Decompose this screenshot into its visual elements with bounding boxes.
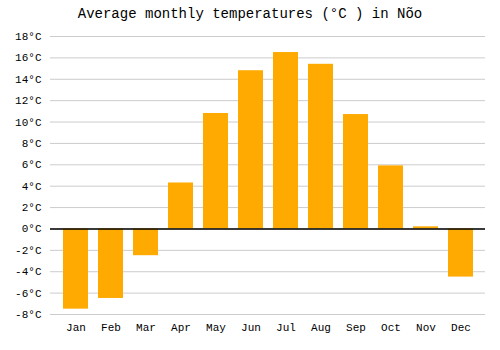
svg-text:Apr: Apr (171, 322, 191, 334)
svg-text:18°C: 18°C (15, 31, 42, 43)
svg-text:-4°C: -4°C (15, 266, 42, 278)
svg-text:10°C: 10°C (15, 117, 42, 129)
svg-text:2°C: 2°C (22, 202, 42, 214)
svg-text:0°C: 0°C (22, 223, 42, 235)
svg-text:Aug: Aug (311, 322, 331, 334)
html-text:Average monthly temperatures (: Average monthly temperatures (°C ) in Nõ… (77, 6, 423, 22)
svg-text:16°C: 16°C (15, 52, 42, 64)
svg-text:6°C: 6°C (22, 159, 42, 171)
svg-text:4°C: 4°C (22, 181, 42, 193)
svg-text:Feb: Feb (101, 322, 121, 334)
svg-text:14°C: 14°C (15, 74, 42, 86)
svg-text:Jun: Jun (241, 322, 261, 334)
svg-text:-8°C: -8°C (15, 309, 42, 321)
svg-text:May: May (206, 322, 226, 334)
svg-text:Dec: Dec (451, 322, 471, 334)
svg-text:Sep: Sep (346, 322, 366, 334)
svg-text:Oct: Oct (381, 322, 401, 334)
svg-text:Mar: Mar (136, 322, 156, 334)
svg-text:Jul: Jul (276, 322, 296, 334)
svg-text:-2°C: -2°C (15, 245, 42, 257)
svg-text:Nov: Nov (416, 322, 436, 334)
svg-text:-6°C: -6°C (15, 288, 42, 300)
svg-text:Jan: Jan (66, 322, 86, 334)
svg-text:12°C: 12°C (15, 95, 42, 107)
svg-text:8°C: 8°C (22, 138, 42, 150)
